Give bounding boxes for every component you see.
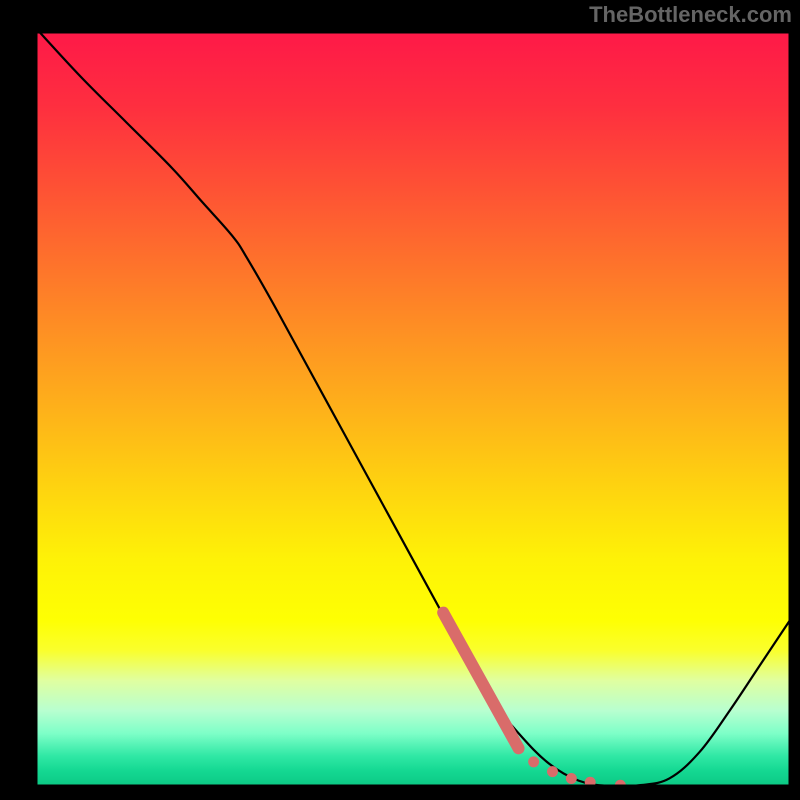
highlight-dot [528, 756, 539, 767]
highlight-dot [566, 773, 577, 784]
bottleneck-chart [0, 0, 800, 800]
highlight-dot [547, 766, 558, 777]
chart-container: TheBottleneck.com [0, 0, 800, 800]
watermark-text: TheBottleneck.com [589, 2, 792, 28]
